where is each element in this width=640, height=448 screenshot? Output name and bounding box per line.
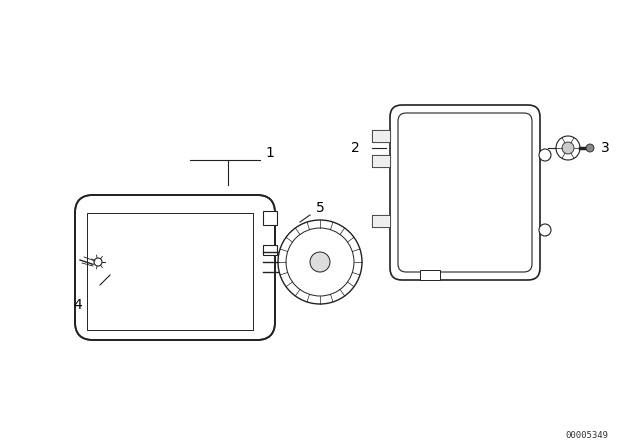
Text: 2: 2 bbox=[351, 141, 360, 155]
Bar bbox=[87, 213, 253, 330]
Circle shape bbox=[539, 149, 551, 161]
Circle shape bbox=[539, 224, 551, 236]
Bar bbox=[372, 215, 390, 227]
Circle shape bbox=[562, 142, 574, 154]
Bar bbox=[372, 215, 390, 227]
Text: 1: 1 bbox=[265, 146, 274, 160]
Text: 4: 4 bbox=[74, 298, 83, 312]
Bar bbox=[263, 245, 277, 255]
Bar bbox=[263, 211, 277, 225]
Text: 3: 3 bbox=[601, 141, 610, 155]
Circle shape bbox=[94, 258, 102, 266]
Bar bbox=[372, 130, 390, 142]
Circle shape bbox=[586, 144, 594, 152]
Bar bbox=[420, 270, 440, 280]
Circle shape bbox=[556, 136, 580, 160]
Circle shape bbox=[310, 252, 330, 272]
Text: 00005349: 00005349 bbox=[565, 431, 608, 439]
Text: 5: 5 bbox=[316, 201, 324, 215]
Bar bbox=[372, 155, 390, 167]
Bar bbox=[372, 155, 390, 167]
Bar bbox=[372, 130, 390, 142]
Circle shape bbox=[278, 220, 362, 304]
Circle shape bbox=[286, 228, 354, 296]
